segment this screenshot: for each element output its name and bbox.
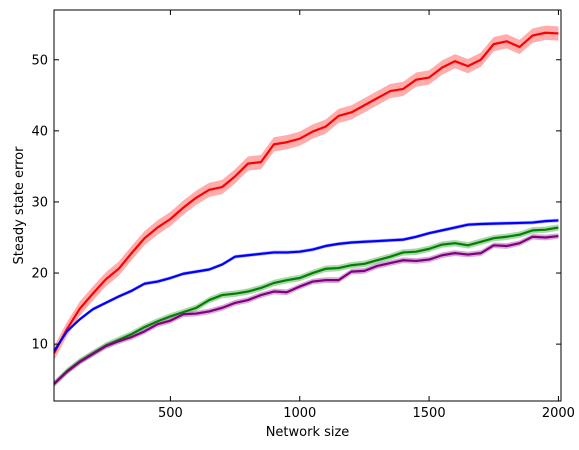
series-2-line bbox=[54, 219, 559, 352]
plot-area bbox=[54, 25, 559, 388]
plot-frame bbox=[53, 9, 562, 402]
y-tick-label: 40 bbox=[31, 124, 48, 139]
y-tick-label: 20 bbox=[31, 267, 48, 282]
x-tick-label: 1000 bbox=[283, 406, 316, 421]
x-tick-label: 1500 bbox=[413, 406, 446, 421]
y-tick-label: 30 bbox=[31, 195, 48, 210]
y-tick-label: 50 bbox=[31, 53, 48, 68]
y-axis-label: Steady state error bbox=[12, 146, 27, 265]
axis-ticks: 500 1000 1500 2000 10 20 30 40 50 bbox=[31, 10, 575, 421]
series-3-line bbox=[54, 226, 559, 385]
series-4-band bbox=[54, 233, 559, 387]
y-tick-label: 10 bbox=[31, 338, 48, 353]
x-tick-label: 2000 bbox=[542, 406, 575, 421]
series-1-line bbox=[54, 31, 559, 354]
x-tick-label: 500 bbox=[158, 406, 183, 421]
series-1-band bbox=[54, 25, 559, 361]
x-axis-label: Network size bbox=[266, 425, 350, 440]
series-4-line bbox=[54, 234, 559, 385]
